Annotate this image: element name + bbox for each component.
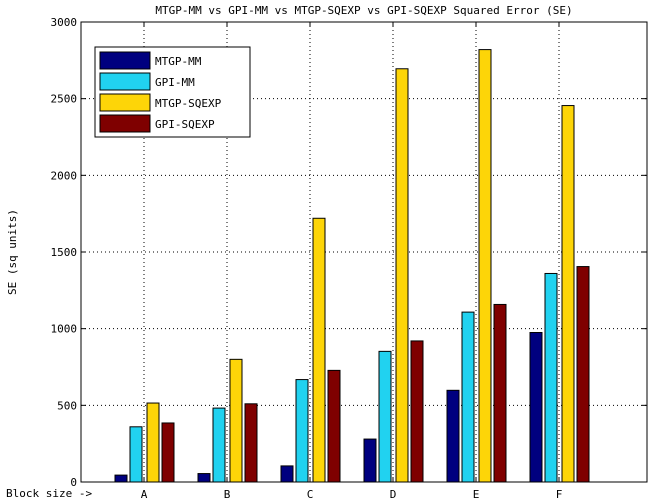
y-tick-label: 1500 — [51, 246, 78, 259]
x-tick-label: D — [390, 488, 397, 501]
legend-swatch — [99, 114, 151, 133]
bar-mtgp-mm-a — [114, 474, 128, 483]
bar-mtgp-sqexp-c — [312, 217, 326, 483]
bar-gpi-mm-f — [544, 272, 558, 483]
bar-gpi-mm-b — [212, 407, 226, 483]
legend-label: MTGP-SQEXP — [155, 97, 222, 110]
x-tick-label: B — [224, 488, 231, 501]
y-axis-label: SE (sq units) — [6, 209, 19, 295]
x-axis-prefix-label: Block size -> — [6, 487, 92, 500]
y-tick-label: 2500 — [51, 93, 78, 106]
bar-gpi-sqexp-d — [410, 340, 424, 483]
bar-gpi-sqexp-b — [244, 403, 258, 483]
legend-label: GPI-MM — [155, 76, 195, 89]
legend-swatch — [99, 72, 151, 91]
bar-mtgp-mm-e — [446, 389, 460, 483]
y-tick-label: 3000 — [51, 16, 78, 29]
bar-mtgp-mm-c — [280, 465, 294, 483]
y-tick-label: 500 — [57, 399, 77, 412]
bar-gpi-sqexp-e — [493, 303, 507, 483]
bar-mtgp-sqexp-e — [478, 49, 492, 483]
x-tick-label: A — [141, 488, 148, 501]
bar-mtgp-sqexp-d — [395, 68, 409, 483]
bar-gpi-mm-d — [378, 350, 392, 483]
bar-gpi-mm-a — [129, 426, 143, 483]
bar-mtgp-mm-f — [529, 332, 543, 483]
bar-gpi-sqexp-c — [327, 369, 341, 483]
bar-mtgp-sqexp-a — [146, 402, 160, 483]
bar-gpi-sqexp-a — [161, 422, 175, 483]
legend-label: MTGP-MM — [155, 55, 202, 68]
bars-group — [114, 49, 590, 483]
bar-mtgp-sqexp-b — [229, 358, 243, 483]
bar-mtgp-sqexp-f — [561, 105, 575, 483]
bar-mtgp-mm-b — [197, 473, 211, 483]
bar-gpi-mm-e — [461, 311, 475, 483]
legend: MTGP-MM GPI-MM MTGP-SQEXP GPI-SQEXP — [94, 46, 251, 138]
x-tick-label: C — [307, 488, 314, 501]
legend-label: GPI-SQEXP — [155, 118, 215, 131]
legend-swatch — [99, 51, 151, 70]
y-tick-label: 2000 — [51, 169, 78, 182]
x-tick-label: F — [556, 488, 563, 501]
x-axis: A B C D E F — [141, 22, 563, 501]
bar-gpi-sqexp-f — [576, 266, 590, 483]
bar-gpi-mm-c — [295, 379, 309, 483]
y-tick-label: 0 — [70, 476, 77, 489]
chart-title: MTGP-MM vs GPI-MM vs MTGP-SQEXP vs GPI-S… — [155, 4, 572, 17]
y-axis: 0 500 1000 1500 2000 2500 3000 — [51, 16, 647, 489]
legend-swatch — [99, 93, 151, 112]
x-tick-label: E — [473, 488, 480, 501]
y-tick-label: 1000 — [51, 323, 78, 336]
bar-mtgp-mm-d — [363, 438, 377, 483]
